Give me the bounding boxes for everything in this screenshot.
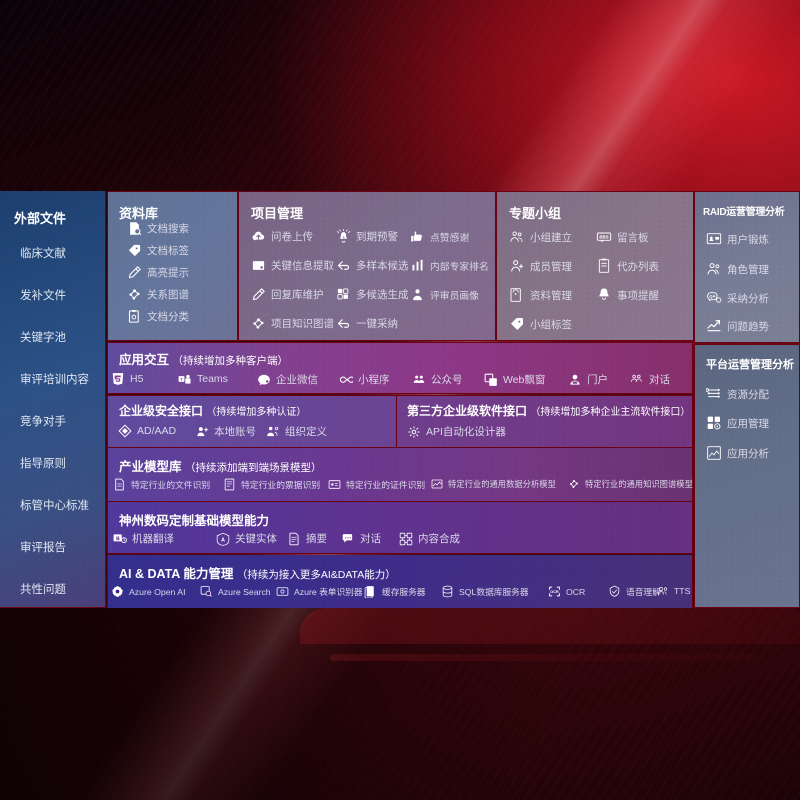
svg-text:BBS: BBS [599,235,608,240]
svg-text:译: 译 [116,535,120,540]
svg-text:OCR: OCR [550,590,559,594]
svg-text:A: A [221,537,225,543]
svg-text:QA: QA [709,294,715,299]
